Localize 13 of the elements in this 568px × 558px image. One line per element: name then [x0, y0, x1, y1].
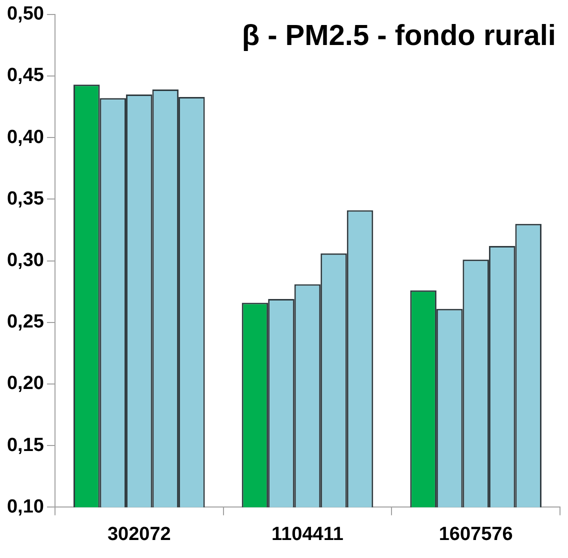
- y-tick-label: 0,40: [6, 126, 44, 148]
- x-tick-label: 1607576: [438, 524, 513, 545]
- y-tick-label: 0,25: [6, 312, 44, 333]
- x-tick-label: 302072: [107, 524, 171, 545]
- y-tick-label: 0,30: [6, 250, 44, 272]
- y-tick-label: 0,20: [6, 373, 44, 394]
- y-tick-label: 0,10: [6, 496, 44, 518]
- y-tick-label: 0,50: [6, 4, 44, 25]
- chart-title: β - PM2.5 - fondo rurali: [242, 20, 556, 52]
- x-tick-label: 1104411: [272, 524, 344, 545]
- y-tick-label: 0,15: [6, 434, 44, 456]
- y-tick-label: 0,45: [6, 65, 44, 86]
- y-tick-label: 0,35: [6, 188, 44, 210]
